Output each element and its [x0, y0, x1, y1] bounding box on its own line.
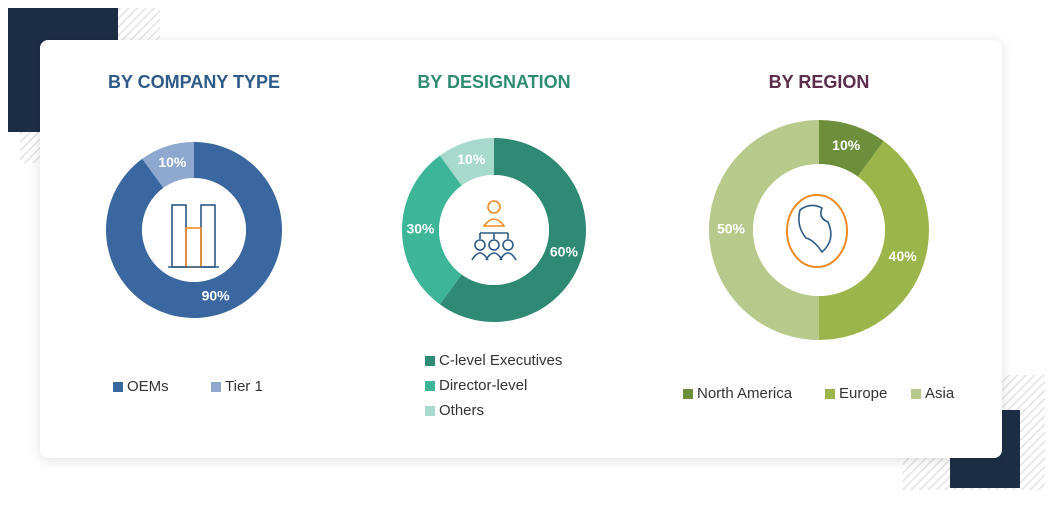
legend-label: C-level Executives	[439, 352, 562, 369]
donut-slice	[142, 142, 194, 188]
legend-label: OEMs	[127, 378, 169, 395]
charts: BY COMPANY TYPE 90% 10% OEMs Tier 1 BY DESIGN…	[105, 72, 955, 419]
legend-label: Asia	[925, 385, 955, 402]
donut-slice	[105, 142, 282, 318]
legend-label: Tier 1	[225, 378, 263, 395]
globe-icon	[786, 194, 848, 268]
donut-hole	[142, 178, 246, 282]
legend-label: Europe	[839, 385, 887, 402]
legend-swatch	[113, 382, 123, 392]
donut-slice	[819, 120, 884, 177]
legend-swatch	[425, 381, 435, 391]
data-label: 60%	[550, 243, 579, 259]
people-icon	[471, 200, 517, 261]
legend-swatch	[211, 382, 221, 392]
data-label: 50%	[717, 221, 746, 237]
legend-swatch	[683, 389, 693, 399]
data-label: 10%	[832, 137, 861, 153]
data-label: 90%	[202, 287, 231, 303]
donut-hole	[753, 164, 885, 296]
donut-slice	[402, 155, 462, 305]
donut-slice	[439, 138, 586, 322]
legend-swatch	[425, 356, 435, 366]
legend-label: Director-level	[439, 377, 527, 394]
buildings-icon	[168, 204, 219, 268]
donut-slice	[709, 120, 819, 340]
data-label: 40%	[889, 248, 918, 264]
legend-swatch	[825, 389, 835, 399]
data-label: 10%	[457, 151, 486, 167]
donut-slice	[439, 138, 494, 186]
chart-title: BY COMPANY TYPE	[108, 72, 280, 92]
donut-slice	[819, 141, 929, 340]
data-label: 30%	[406, 221, 435, 237]
data-label: 10%	[158, 154, 187, 170]
legend-label: North America	[697, 385, 793, 402]
legend-swatch	[911, 389, 921, 399]
legend-swatch	[425, 406, 435, 416]
chart-title: BY DESIGNATION	[417, 72, 570, 92]
legend-label: Others	[439, 402, 484, 419]
chart-title: BY REGION	[769, 72, 870, 92]
donut-hole	[439, 175, 549, 285]
